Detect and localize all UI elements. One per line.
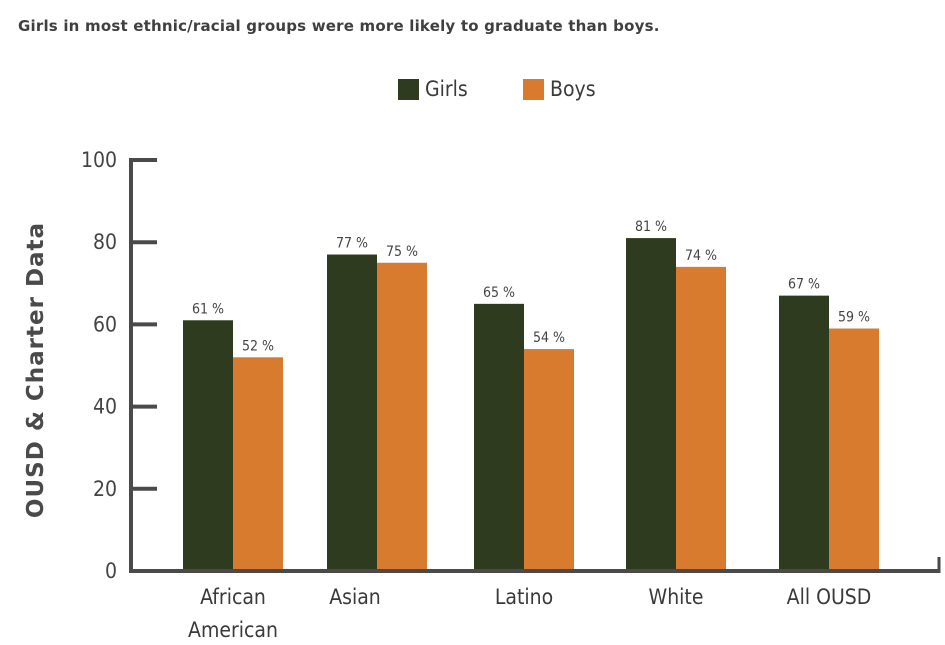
data-label-boys-4: 59 % — [838, 310, 870, 326]
x-tick-label-2-0: Latino — [495, 585, 553, 609]
bar-girls-2 — [474, 303, 524, 571]
bar-girls-0 — [183, 320, 233, 571]
bar-girls-1 — [327, 254, 377, 571]
chart-title: Girls in most ethnic/racial groups were … — [18, 17, 660, 35]
bar-boys-0 — [233, 357, 283, 571]
y-tick-label-100: 100 — [81, 148, 117, 172]
x-tick-label-0-1: American — [188, 618, 278, 642]
data-label-boys-0: 52 % — [242, 338, 274, 354]
x-tick-label-4-0: All OUSD — [787, 585, 872, 609]
bar-boys-4 — [829, 328, 879, 571]
y-tick-label-80: 80 — [93, 230, 117, 254]
bar-boys-1 — [377, 262, 427, 571]
data-label-boys-1: 75 % — [386, 244, 418, 260]
x-tick-label-0-0: African — [200, 585, 266, 609]
y-tick-label-40: 40 — [93, 395, 117, 419]
data-label-girls-4: 67 % — [788, 277, 820, 293]
data-label-boys-3: 74 % — [685, 248, 717, 264]
legend-item-boys: Boys — [523, 76, 596, 102]
bar-girls-4 — [779, 295, 829, 571]
legend-swatch-boys — [523, 78, 544, 100]
data-label-girls-0: 61 % — [192, 301, 224, 317]
x-tick-label-1-0: Asian — [329, 585, 381, 609]
bar-boys-2 — [524, 349, 574, 571]
data-label-girls-2: 65 % — [483, 285, 515, 301]
y-tick-label-60: 60 — [93, 312, 117, 336]
y-tick-label-20: 20 — [93, 477, 117, 501]
y-tick-label-0: 0 — [105, 559, 117, 583]
bar-boys-3 — [676, 266, 726, 571]
bar-girls-3 — [626, 238, 676, 571]
data-label-boys-2: 54 % — [533, 330, 565, 346]
legend-label-boys: Boys — [550, 77, 596, 101]
data-label-girls-3: 81 % — [635, 219, 667, 235]
legend-label-girls: Girls — [425, 77, 468, 101]
x-tick-label-3-0: White — [649, 585, 704, 609]
data-label-girls-1: 77 % — [336, 236, 368, 252]
legend-swatch-girls — [398, 78, 419, 100]
legend-item-girls: Girls — [398, 76, 468, 102]
